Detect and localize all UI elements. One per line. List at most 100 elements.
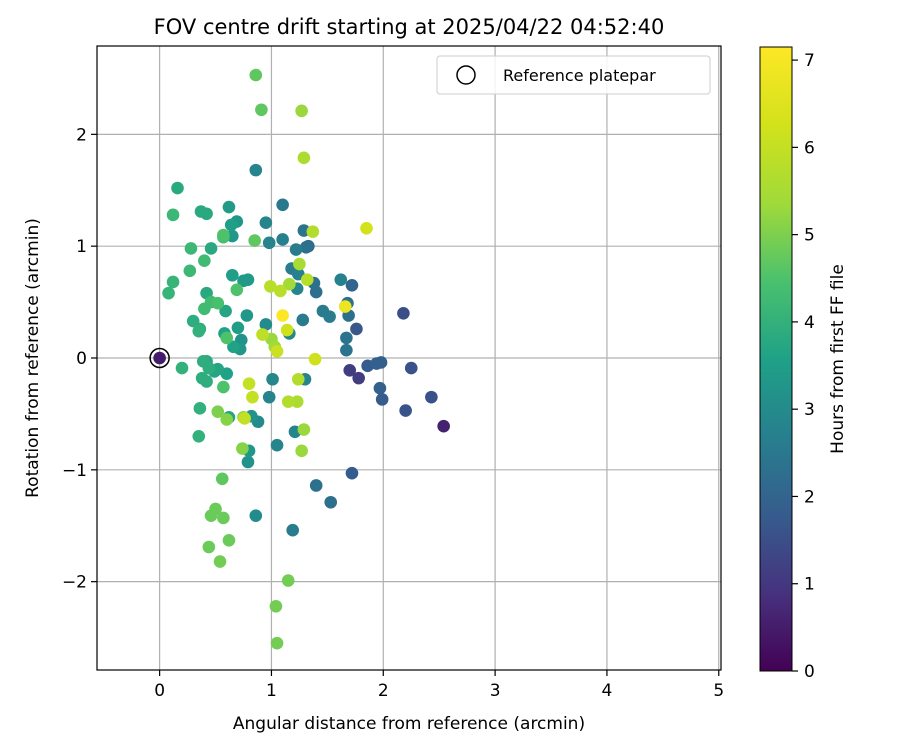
data-point: [345, 279, 359, 292]
data-point: [256, 328, 269, 341]
data-point: [211, 405, 225, 418]
data-point: [343, 364, 357, 377]
data-point: [308, 352, 322, 366]
data-point: [192, 324, 206, 338]
data-point: [215, 472, 229, 486]
data-point: [269, 599, 283, 613]
colorbar-tick-label: 6: [804, 138, 815, 158]
x-tick-label: 2: [378, 681, 389, 701]
y-tick-label: −1: [62, 461, 87, 481]
data-point: [196, 355, 210, 368]
x-tick-label: 5: [713, 681, 724, 701]
data-point: [437, 419, 450, 433]
colorbar-tick-label: 0: [804, 662, 815, 682]
colorbar-tick-label: 4: [804, 313, 815, 333]
data-point: [281, 574, 295, 587]
data-point: [299, 240, 313, 254]
data-point: [217, 511, 230, 525]
data-point: [262, 236, 276, 250]
data-point: [246, 390, 259, 404]
data-point: [286, 523, 299, 537]
colorbar-label: Hours from first FF file: [828, 264, 848, 454]
data-point: [240, 309, 254, 322]
data-point: [231, 321, 245, 335]
colorbar-tick-label: 7: [804, 51, 815, 71]
y-axis-label: Rotation from reference (arcmin): [23, 218, 43, 498]
data-point: [276, 198, 289, 212]
y-axis-ticks: −2 −1 0 1 2: [62, 125, 97, 593]
data-point: [211, 296, 225, 310]
data-point: [248, 234, 261, 247]
data-point: [227, 340, 240, 354]
data-point: [195, 371, 209, 385]
data-point: [345, 466, 359, 480]
data-point: [276, 233, 289, 246]
data-point: [192, 429, 206, 443]
colorbar-ticks: 0 1 2 3 4 5 6 7: [792, 51, 815, 682]
y-tick-label: 2: [76, 125, 87, 145]
data-point: [270, 438, 284, 452]
data-point: [186, 314, 200, 328]
data-point: [202, 540, 216, 554]
reference-platepar-marker: [149, 347, 170, 369]
data-point: [270, 344, 284, 358]
colorbar-tick-label: 5: [804, 226, 815, 246]
data-point: [300, 273, 314, 287]
data-point: [276, 309, 289, 322]
data-point: [183, 264, 197, 278]
data-point: [338, 300, 352, 313]
data-point: [241, 455, 255, 469]
colorbar-fill: [759, 46, 793, 672]
data-point: [213, 555, 227, 568]
data-point: [306, 225, 320, 238]
x-tick-label: 3: [490, 681, 501, 701]
y-tick-label: −2: [62, 573, 87, 593]
colorbar-tick-label: 2: [804, 487, 815, 507]
data-point: [249, 509, 263, 522]
data-point: [352, 371, 365, 385]
data-point: [222, 200, 236, 214]
data-point: [289, 243, 303, 256]
x-axis-label: Angular distance from reference (arcmin): [233, 714, 585, 734]
data-point: [242, 377, 256, 391]
legend: Reference platepar: [436, 55, 711, 95]
data-point: [249, 68, 263, 82]
data-point: [222, 533, 236, 547]
data-point: [293, 257, 306, 271]
data-point: [175, 361, 189, 375]
data-point: [350, 322, 363, 336]
data-point: [375, 393, 389, 406]
data-point: [296, 313, 310, 327]
legend-box: [436, 55, 711, 95]
data-point: [297, 423, 311, 436]
data-point: [224, 218, 238, 232]
y-tick-label: 1: [76, 237, 87, 257]
data-point: [237, 274, 250, 288]
data-point: [184, 242, 198, 255]
data-point: [266, 372, 279, 386]
data-point: [290, 395, 304, 408]
data-point: [259, 318, 273, 331]
colorbar-tick-label: 1: [804, 575, 815, 595]
data-point: [399, 404, 412, 417]
data-point: [226, 268, 239, 282]
data-point: [323, 310, 336, 323]
data-point: [397, 306, 410, 320]
data-point: [162, 286, 175, 300]
data-point: [283, 277, 296, 291]
data-point: [217, 228, 230, 242]
data-point: [270, 636, 284, 650]
data-point: [334, 273, 348, 287]
data-point: [219, 304, 232, 318]
data-point: [404, 361, 418, 375]
x-tick-label: 0: [154, 681, 165, 701]
data-point: [264, 280, 277, 293]
data-point: [153, 351, 166, 365]
x-tick-label: 4: [602, 681, 613, 701]
data-point: [255, 103, 268, 117]
data-point: [291, 372, 305, 386]
colorbar: 0 1 2 3 4 5 6 7 Hours from first FF file: [759, 46, 848, 682]
data-point: [259, 216, 273, 229]
data-point: [262, 390, 276, 404]
